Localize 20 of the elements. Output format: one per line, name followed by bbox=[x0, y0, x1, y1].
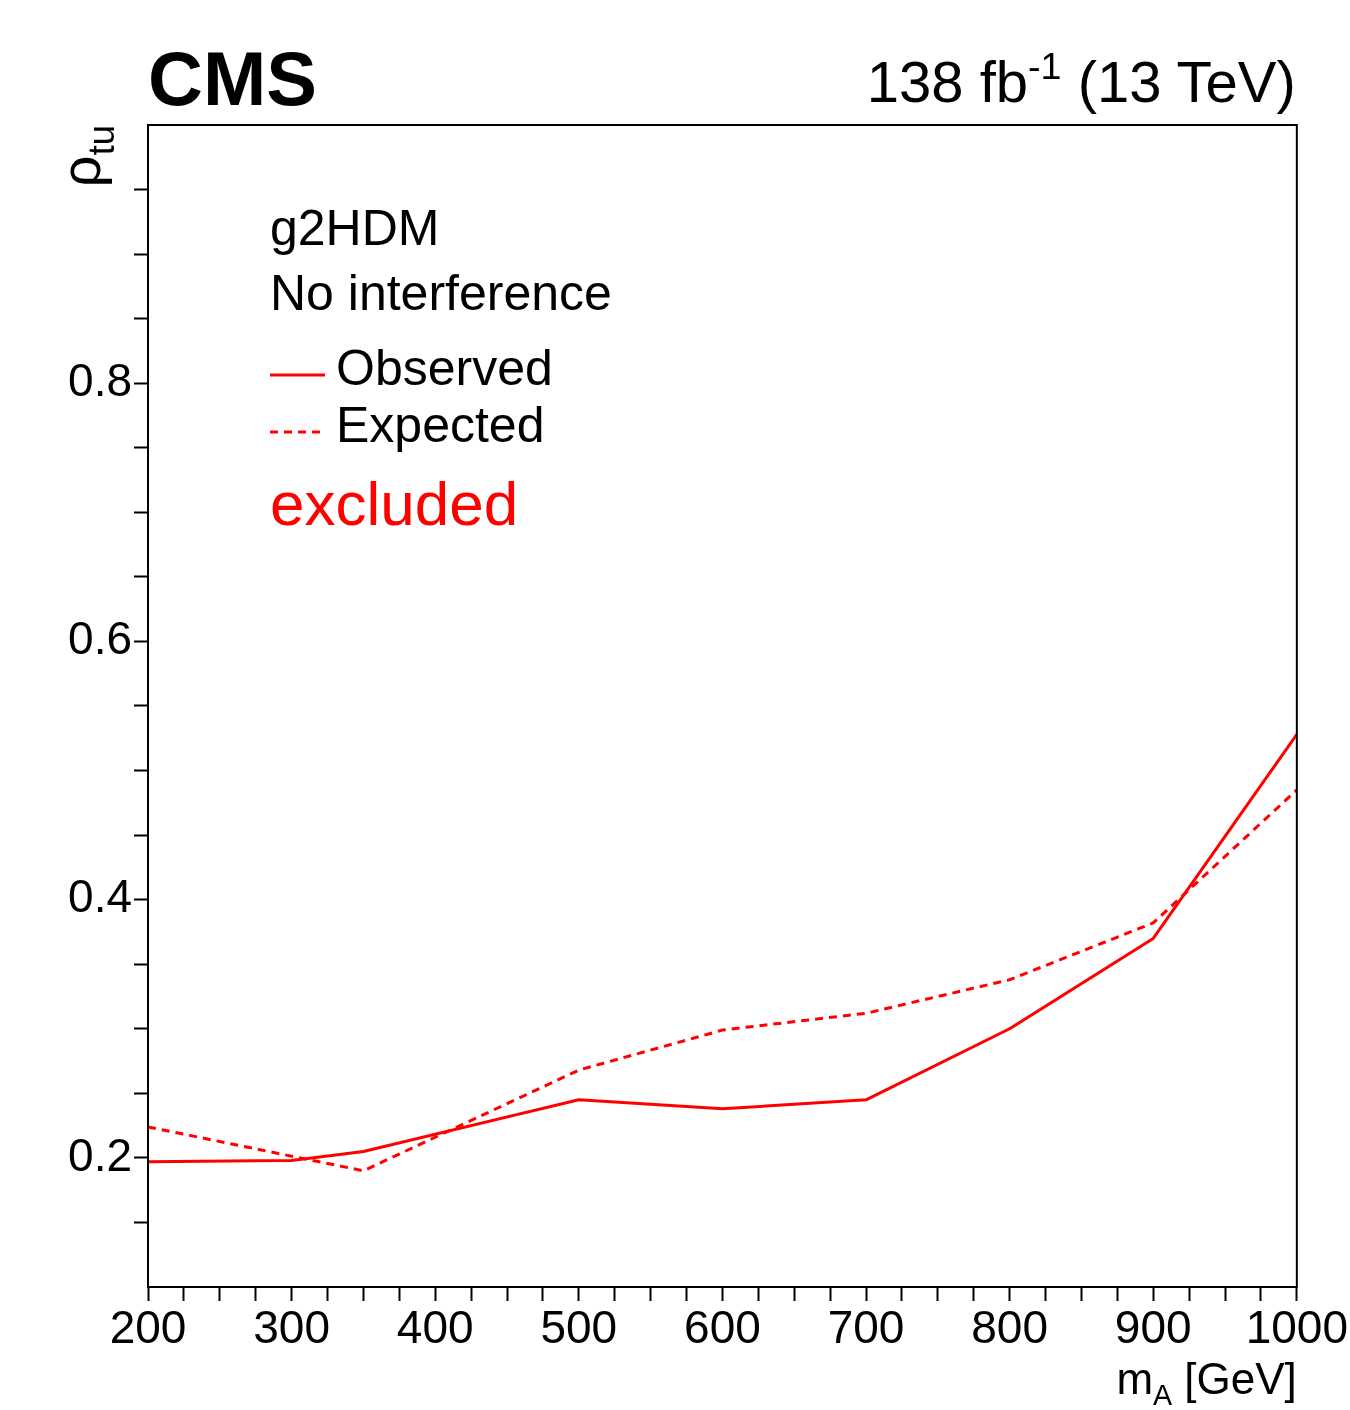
x-tick-label: 700 bbox=[827, 1301, 905, 1354]
x-tick-label: 900 bbox=[1114, 1301, 1192, 1354]
y-tick-label: 0.8 bbox=[68, 353, 132, 406]
annotation: excluded bbox=[270, 469, 519, 538]
x-tick-label: 300 bbox=[253, 1301, 330, 1354]
y-tick-label: 0.6 bbox=[68, 612, 132, 665]
legend-label: Expected bbox=[336, 397, 545, 453]
y-tick-label: 0.2 bbox=[68, 1128, 132, 1181]
y-tick-label: 0.4 bbox=[68, 870, 132, 923]
chart-title: CMS bbox=[148, 36, 317, 121]
x-tick-label: 500 bbox=[540, 1301, 618, 1354]
y-axis-title: ρtu bbox=[49, 124, 122, 188]
x-tick-label: 600 bbox=[684, 1301, 761, 1354]
legend-label: Observed bbox=[336, 340, 553, 396]
x-tick-label: 800 bbox=[971, 1301, 1048, 1354]
annotation: No interference bbox=[270, 265, 612, 321]
annotation: g2HDM bbox=[270, 200, 440, 256]
x-tick-label: 400 bbox=[396, 1301, 474, 1354]
x-tick-label: 200 bbox=[109, 1301, 187, 1354]
x-tick-label: 1000 bbox=[1245, 1301, 1349, 1354]
